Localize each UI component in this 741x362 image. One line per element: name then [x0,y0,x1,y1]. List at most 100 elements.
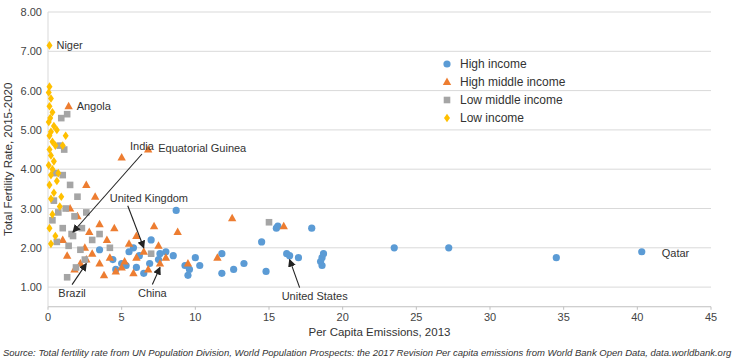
point [120,257,128,265]
y-tick-label: 2.00 [21,242,42,254]
point [95,259,103,267]
annotation: India [130,140,155,152]
annotation: Brazil [58,287,86,299]
point [150,222,158,230]
y-tick-label: 1.00 [21,281,42,293]
legend-marker [444,114,450,123]
y-axis-title: Total Fertility Rate, 2015-2020 [2,83,14,236]
point [196,262,203,269]
x-tick-label: 5 [119,311,125,323]
point [320,250,327,257]
y-tick-label: 7.00 [21,45,42,57]
annotation: Equatorial Guinea [158,142,247,154]
point [63,251,71,259]
x-tick [563,307,564,310]
point [146,260,153,267]
x-tick [269,307,270,310]
point [162,253,170,261]
x-tick [490,307,491,310]
point [55,209,62,216]
point [54,177,60,186]
x-tick-label: 0 [45,311,51,323]
point [213,253,221,261]
point [186,266,193,273]
point [117,153,125,161]
point [445,244,452,251]
point [553,254,560,261]
point [73,264,80,271]
point [59,225,66,232]
point [132,253,140,261]
x-tick-label: 30 [484,311,496,323]
point [144,265,152,273]
points [46,41,646,280]
legend-marker [443,60,450,67]
x-tick-label: 10 [189,311,201,323]
legend-label: Low income [460,111,524,125]
grid-line [48,51,711,52]
point [258,238,265,245]
point [391,244,398,251]
point [192,254,199,261]
x-tick [195,307,196,310]
grid-line [48,208,711,209]
point [154,241,162,249]
point [85,228,93,236]
x-tick-label: 40 [631,311,643,323]
grid-line [48,129,711,130]
point [280,222,288,230]
annotation-arrow [72,264,86,285]
annotation: United Kingdom [110,192,188,204]
legend: High incomeHigh middle incomeLow middle … [443,57,566,125]
x-axis-title: Per Capita Emissions, 2013 [309,326,451,338]
point [262,268,269,275]
x-tick [342,307,343,310]
point [88,249,96,257]
annotation: China [138,287,168,299]
y-tick-label: 4.00 [21,163,42,175]
x-tick-label: 20 [337,311,349,323]
annotation: Niger [56,39,83,51]
point [295,254,302,261]
point [74,193,81,200]
point [48,94,54,103]
point [140,247,148,255]
point [54,239,61,246]
legend-label: Low middle income [460,93,563,107]
point [48,194,54,203]
source-note: Source: Total fertility rate from UN Pop… [3,347,732,358]
point [79,225,86,232]
point [286,252,293,259]
point [48,171,54,180]
y-axis-line [48,12,49,307]
point [49,210,55,219]
annotation: United States [282,290,349,302]
point [218,270,225,277]
point [173,228,181,236]
chart: 1.002.003.004.005.006.007.008.0005101520… [0,0,741,362]
point [96,246,103,253]
point [148,250,155,257]
legend-label: High middle income [460,75,566,89]
point [110,224,118,232]
point [170,252,177,259]
legend-marker [444,97,451,104]
point [62,205,69,212]
point [103,235,111,243]
point [70,233,77,240]
point [46,41,52,50]
annotation-arrow [128,206,144,248]
y-tick-label: 5.00 [21,124,42,136]
point [46,181,52,190]
point [125,239,133,247]
point [46,118,52,127]
x-tick-label: 35 [558,311,570,323]
point [48,240,54,249]
point [60,141,66,150]
point [63,131,69,140]
point [77,246,84,253]
point [52,232,58,241]
point [308,225,315,232]
annotation: Angola [77,100,112,112]
point [64,102,72,110]
